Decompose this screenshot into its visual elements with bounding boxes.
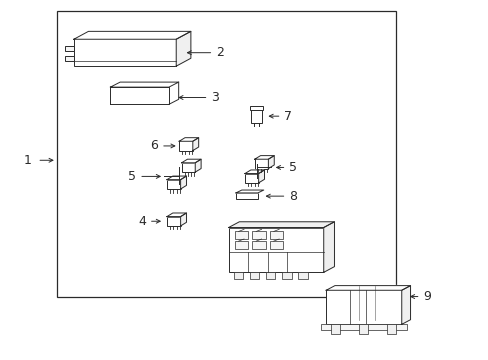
Bar [281,273,291,279]
Polygon shape [176,31,190,66]
Text: 1: 1 [23,154,31,167]
Bar [166,180,180,189]
Text: 4: 4 [138,215,160,228]
Bar [330,324,339,334]
Polygon shape [166,176,186,180]
Polygon shape [236,190,263,193]
Polygon shape [179,138,198,141]
Text: 9: 9 [410,290,430,303]
Polygon shape [325,285,410,290]
Bar [228,228,323,273]
Bar [297,273,307,279]
Bar [57,12,395,297]
Bar [181,163,195,172]
Text: 5: 5 [276,161,297,174]
Bar [251,231,265,239]
Polygon shape [195,159,201,172]
Bar [249,273,259,279]
Bar [234,241,247,249]
Text: 3: 3 [179,91,219,104]
Bar [244,174,258,183]
Text: 5: 5 [128,170,160,183]
Text: 6: 6 [150,139,174,152]
Bar [74,39,176,66]
Polygon shape [268,156,274,168]
Polygon shape [166,213,186,217]
Bar [65,46,74,51]
Bar [254,159,268,168]
Bar [234,231,247,239]
Text: 8: 8 [266,190,297,203]
Bar [250,106,263,110]
Bar [358,324,367,334]
Bar [251,110,262,123]
Bar [179,141,192,150]
Bar [386,324,395,334]
Bar [265,273,275,279]
Bar [321,324,406,330]
Bar [236,193,257,199]
Bar [233,273,243,279]
Text: 7: 7 [269,110,292,123]
Polygon shape [192,138,198,150]
Polygon shape [258,170,264,183]
Bar [269,231,283,239]
Text: 2: 2 [187,46,224,59]
Polygon shape [401,285,410,324]
Polygon shape [180,213,186,226]
Polygon shape [323,222,334,273]
Polygon shape [244,170,264,174]
Polygon shape [228,222,334,228]
Bar [65,56,74,61]
Bar [325,290,401,324]
Polygon shape [254,156,274,159]
Polygon shape [110,87,168,104]
Polygon shape [180,176,186,189]
Polygon shape [181,159,201,163]
Polygon shape [74,31,190,39]
Polygon shape [110,82,178,87]
Bar [269,241,283,249]
Bar [166,217,180,226]
Bar [251,241,265,249]
